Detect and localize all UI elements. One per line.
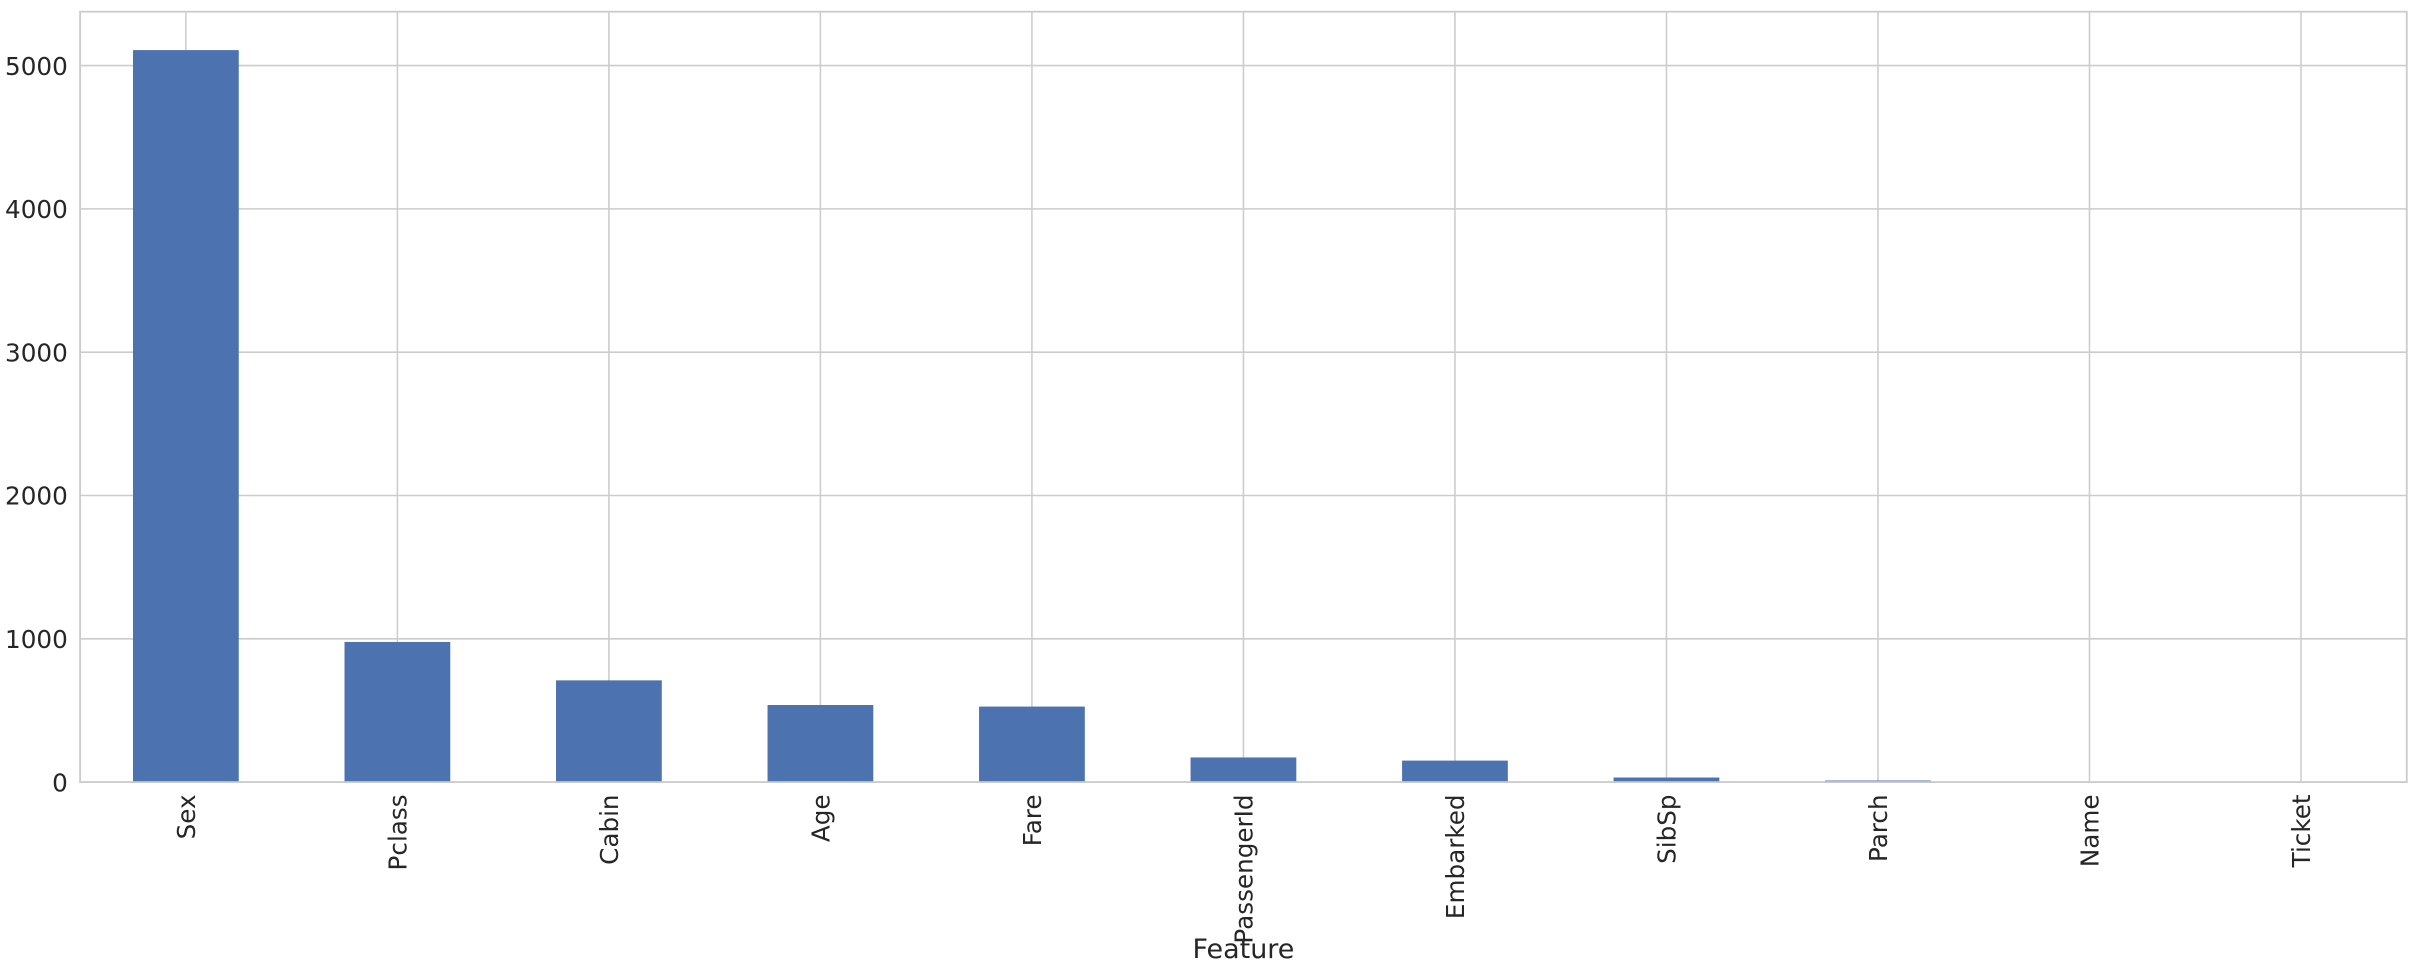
x-tick-label: Fare — [1018, 794, 1047, 846]
y-tick-label: 3000 — [5, 338, 68, 367]
bar — [344, 641, 451, 783]
x-tick-label: Parch — [1864, 794, 1893, 862]
x-tick-label: Name — [2076, 794, 2105, 867]
x-tick-label: Sex — [172, 794, 201, 839]
y-tick-label: 2000 — [5, 482, 68, 511]
bar — [1613, 777, 1720, 783]
x-tick-label: PassengerId — [1230, 794, 1259, 943]
x-tick-label: SibSp — [1653, 794, 1682, 863]
x-tick-label: Ticket — [2287, 794, 2316, 868]
bar — [133, 50, 239, 783]
plot-frame — [79, 10, 2408, 784]
bar — [979, 706, 1085, 783]
bar — [1190, 757, 1297, 783]
bar — [767, 705, 874, 783]
y-tick-label: 0 — [52, 768, 68, 797]
x-tick-label: Age — [807, 794, 836, 842]
y-tick-label: 4000 — [5, 195, 68, 224]
bar — [1402, 760, 1508, 783]
y-tick-label: 1000 — [5, 625, 68, 654]
x-tick-label: Cabin — [595, 794, 624, 864]
x-tick-label: Embarked — [1441, 794, 1470, 919]
y-tick-label: 5000 — [5, 52, 68, 81]
x-axis-label: Feature — [1193, 934, 1295, 965]
bar — [556, 680, 662, 783]
x-tick-label: Pclass — [384, 794, 413, 870]
